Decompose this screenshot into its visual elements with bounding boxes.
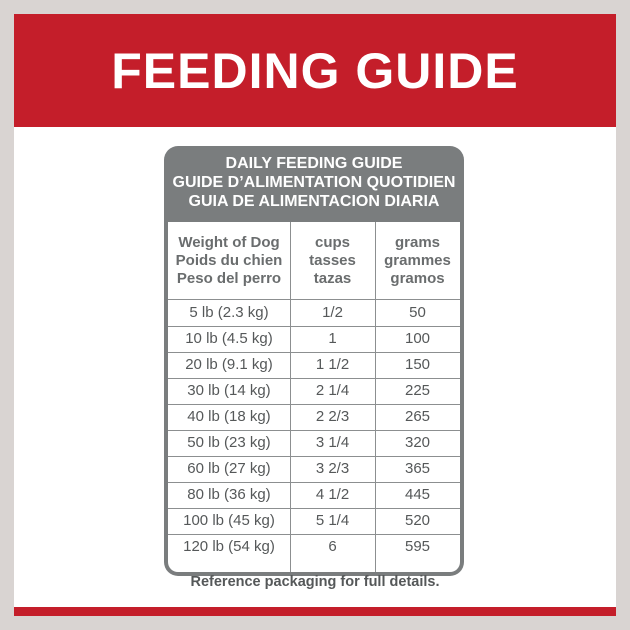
column-header-line: gramos (390, 269, 445, 287)
column-header-cups: cups tasses tazas (290, 222, 375, 299)
cell-cups: 2 2/3 (315, 408, 350, 425)
cell-grams: 100 (404, 330, 431, 347)
cell-weight: 5 lb (2.3 kg) (189, 304, 269, 321)
column-divider (290, 222, 291, 572)
row-divider (168, 534, 460, 535)
row-divider (168, 326, 460, 327)
cell-weight: 20 lb (9.1 kg) (185, 356, 273, 373)
cell-grams: 150 (404, 356, 431, 373)
cell-cups: 1 1/2 (315, 356, 350, 373)
cell-weight: 80 lb (36 kg) (187, 486, 271, 503)
table-grid: Weight of Dog Poids du chien Peso del pe… (168, 222, 460, 572)
column-header-weight: Weight of Dog Poids du chien Peso del pe… (168, 222, 290, 299)
column-divider (375, 222, 376, 572)
cell-weight: 10 lb (4.5 kg) (185, 330, 273, 347)
row-divider (168, 378, 460, 379)
feeding-guide-card: FEEDING GUIDE DAILY FEEDING GUIDE GUIDE … (14, 14, 616, 616)
table-heading-spanish: GUIA DE ALIMENTACION DIARIA (188, 193, 440, 210)
cell-grams: 225 (404, 382, 431, 399)
column-header-line: Poids du chien (175, 251, 283, 269)
cell-weight: 120 lb (54 kg) (183, 538, 275, 555)
cell-weight: 30 lb (14 kg) (187, 382, 271, 399)
column-header-line: grams (394, 233, 441, 251)
row-divider (168, 404, 460, 405)
cell-grams: 320 (404, 434, 431, 451)
column-header-line: Weight of Dog (178, 233, 280, 251)
footnote: Reference packaging for full details. (190, 574, 440, 590)
cell-weight: 60 lb (27 kg) (187, 460, 271, 477)
cell-grams: 520 (404, 512, 431, 529)
row-divider (168, 482, 460, 483)
cell-cups: 3 1/4 (315, 434, 350, 451)
bottom-bar (14, 607, 616, 616)
row-divider (168, 508, 460, 509)
table-heading-french: GUIDE D’ALIMENTATION QUOTIDIEN (172, 174, 456, 191)
cell-weight: 40 lb (18 kg) (187, 408, 271, 425)
cell-grams: 445 (404, 486, 431, 503)
header-divider (168, 299, 460, 300)
column-header-line: cups (314, 233, 350, 251)
row-divider (168, 352, 460, 353)
row-divider (168, 430, 460, 431)
cell-grams: 265 (404, 408, 431, 425)
cell-grams: 595 (404, 538, 431, 555)
cell-cups: 1/2 (322, 304, 343, 321)
table-heading-english: DAILY FEEDING GUIDE (225, 155, 403, 172)
cell-grams: 50 (409, 304, 426, 321)
cell-cups: 5 1/4 (315, 512, 350, 529)
cell-cups: 6 (328, 538, 337, 555)
cell-cups: 2 1/4 (315, 382, 350, 399)
feeding-table: DAILY FEEDING GUIDE GUIDE D’ALIMENTATION… (164, 146, 464, 576)
cell-cups: 4 1/2 (315, 486, 350, 503)
column-header-line: tazas (313, 269, 352, 287)
cell-cups: 3 2/3 (315, 460, 350, 477)
column-header-line: grammes (384, 251, 451, 269)
cell-cups: 1 (328, 330, 337, 347)
column-header-line: Peso del perro (176, 269, 282, 287)
page-title: FEEDING GUIDE (111, 42, 519, 99)
row-divider (168, 456, 460, 457)
column-header-line: tasses (309, 251, 356, 269)
title-banner: FEEDING GUIDE (14, 14, 616, 127)
column-header-grams: grams grammes gramos (375, 222, 460, 299)
cell-grams: 365 (404, 460, 431, 477)
cell-weight: 100 lb (45 kg) (183, 512, 275, 529)
cell-weight: 50 lb (23 kg) (187, 434, 271, 451)
table-heading: DAILY FEEDING GUIDE GUIDE D’ALIMENTATION… (164, 154, 464, 211)
